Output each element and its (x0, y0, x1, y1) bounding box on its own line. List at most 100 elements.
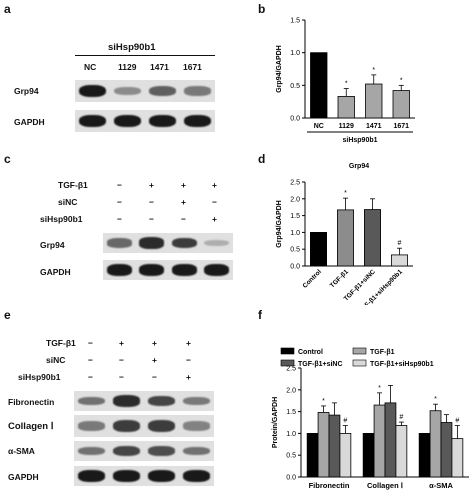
blot-band (182, 446, 211, 456)
blot-band (147, 395, 176, 407)
blot-row-label: Fibronectin (8, 397, 55, 407)
condition-mark: + (149, 180, 154, 190)
blot-band (147, 446, 176, 456)
condition-label: siNC (46, 355, 66, 365)
x-tick-label: α-SMA (429, 481, 453, 490)
y-tick-label: 0.0 (290, 116, 300, 123)
bar (310, 232, 328, 267)
blot-row-label: Grp94 (40, 240, 65, 250)
blot-band (147, 420, 176, 432)
condition-label: siHsp90b1 (18, 372, 61, 382)
significance-mark: # (455, 418, 459, 425)
bar (395, 425, 408, 478)
condition-mark: − (117, 197, 122, 207)
blot-band (77, 396, 106, 406)
significance-mark: * (400, 77, 403, 84)
x-tick-label: Collagen Ⅰ (367, 481, 403, 490)
blot-band (78, 114, 107, 128)
legend-swatch (280, 347, 295, 355)
blot-band (183, 86, 212, 96)
blot-band (204, 239, 230, 247)
legend-swatch (352, 359, 367, 367)
condition-label: TGF-β1 (58, 180, 88, 190)
blot-row-label: GAPDH (40, 267, 71, 277)
blot-strip-collagen (74, 415, 214, 437)
x-tick-label: Fibronectin (309, 481, 350, 490)
y-tick-label: 0.0 (286, 475, 296, 482)
bar (362, 433, 375, 478)
bar (317, 412, 330, 478)
legend-label: TGF-β1+siNC (298, 361, 343, 368)
condition-mark: − (181, 214, 186, 224)
blot-band (112, 445, 141, 457)
panel-label-c: c (4, 152, 11, 166)
panel-label-a: a (4, 2, 11, 16)
blot-band (112, 420, 141, 432)
blot-strip-fibronectin (74, 391, 214, 411)
blot-band (147, 470, 176, 482)
y-tick-label: 1.5 (286, 409, 296, 416)
condition-mark: − (119, 355, 124, 365)
y-tick-label: 1.5 (290, 213, 300, 220)
bar (392, 90, 410, 119)
bar (310, 52, 328, 119)
chart-b: 0.0 0.5 1.0 1.5 Grp94/GAPDH NC * 1129 * 1471 * 1671… (276, 18, 415, 144)
group-label: siHsp90b1 (342, 137, 377, 144)
x-tick-label: Control (302, 268, 323, 289)
bar (390, 254, 408, 267)
blot-band (183, 114, 212, 128)
blot-band (139, 264, 165, 276)
blot-strip-gapdh (74, 466, 214, 486)
condition-mark: + (186, 338, 191, 348)
significance-mark: * (434, 396, 437, 403)
lane-label: 1671 (183, 62, 202, 72)
significance-mark: # (398, 240, 402, 247)
y-axis-label: Protein/GAPDH (272, 397, 279, 448)
blot-band (148, 114, 177, 128)
blot-band (182, 421, 211, 431)
condition-mark: − (88, 338, 93, 348)
condition-mark: + (212, 214, 217, 224)
blot-band (106, 238, 132, 248)
blot-band (77, 470, 106, 482)
condition-label: siNC (58, 197, 78, 207)
y-tick-label: 2.5 (286, 366, 296, 373)
y-tick-label: 1.0 (290, 230, 300, 237)
blot-band (112, 395, 141, 407)
legend-label: TGF-β1+siHsp90b1 (370, 361, 434, 368)
blot-band (148, 85, 177, 97)
blot-band (106, 264, 132, 276)
blot-row-label: GAPDH (14, 117, 45, 127)
y-tick-label: 1.5 (290, 18, 300, 25)
x-tick-label: 1671 (393, 123, 409, 130)
y-tick-label: 2.0 (286, 387, 296, 394)
blot-band (113, 86, 142, 96)
bar (337, 209, 355, 267)
bar (429, 410, 442, 478)
bar (365, 83, 383, 119)
blot-strip-grp94 (103, 233, 233, 253)
condition-mark: − (186, 355, 191, 365)
lane-label: 1471 (150, 62, 169, 72)
bar (364, 209, 382, 267)
blot-band (171, 237, 197, 249)
bar (440, 422, 453, 478)
y-tick-label: 0.5 (286, 453, 296, 460)
condition-mark: − (149, 197, 154, 207)
condition-mark: − (117, 180, 122, 190)
blot-panel-e: TGF-β1 siNC siHsp90b1 − + + + − − + − − … (0, 305, 250, 497)
blot-row-label: α-SMA (8, 446, 35, 456)
blot-row-label: Collagen Ⅰ (8, 421, 54, 432)
condition-mark: − (88, 372, 93, 382)
chart-d: Grp94 0.0 0.5 1.0 1.5 2.0 2.5 Grp94/GAPDH Contro… (276, 163, 413, 305)
condition-mark: + (181, 180, 186, 190)
panel-label-e: e (4, 308, 11, 322)
condition-mark: − (149, 214, 154, 224)
panel-label-d: d (258, 152, 266, 166)
condition-mark: + (119, 338, 124, 348)
legend-swatch (352, 347, 367, 355)
blot-band (77, 421, 106, 431)
condition-mark: − (88, 355, 93, 365)
y-tick-label: 0.5 (290, 83, 300, 90)
significance-mark: * (378, 385, 381, 392)
